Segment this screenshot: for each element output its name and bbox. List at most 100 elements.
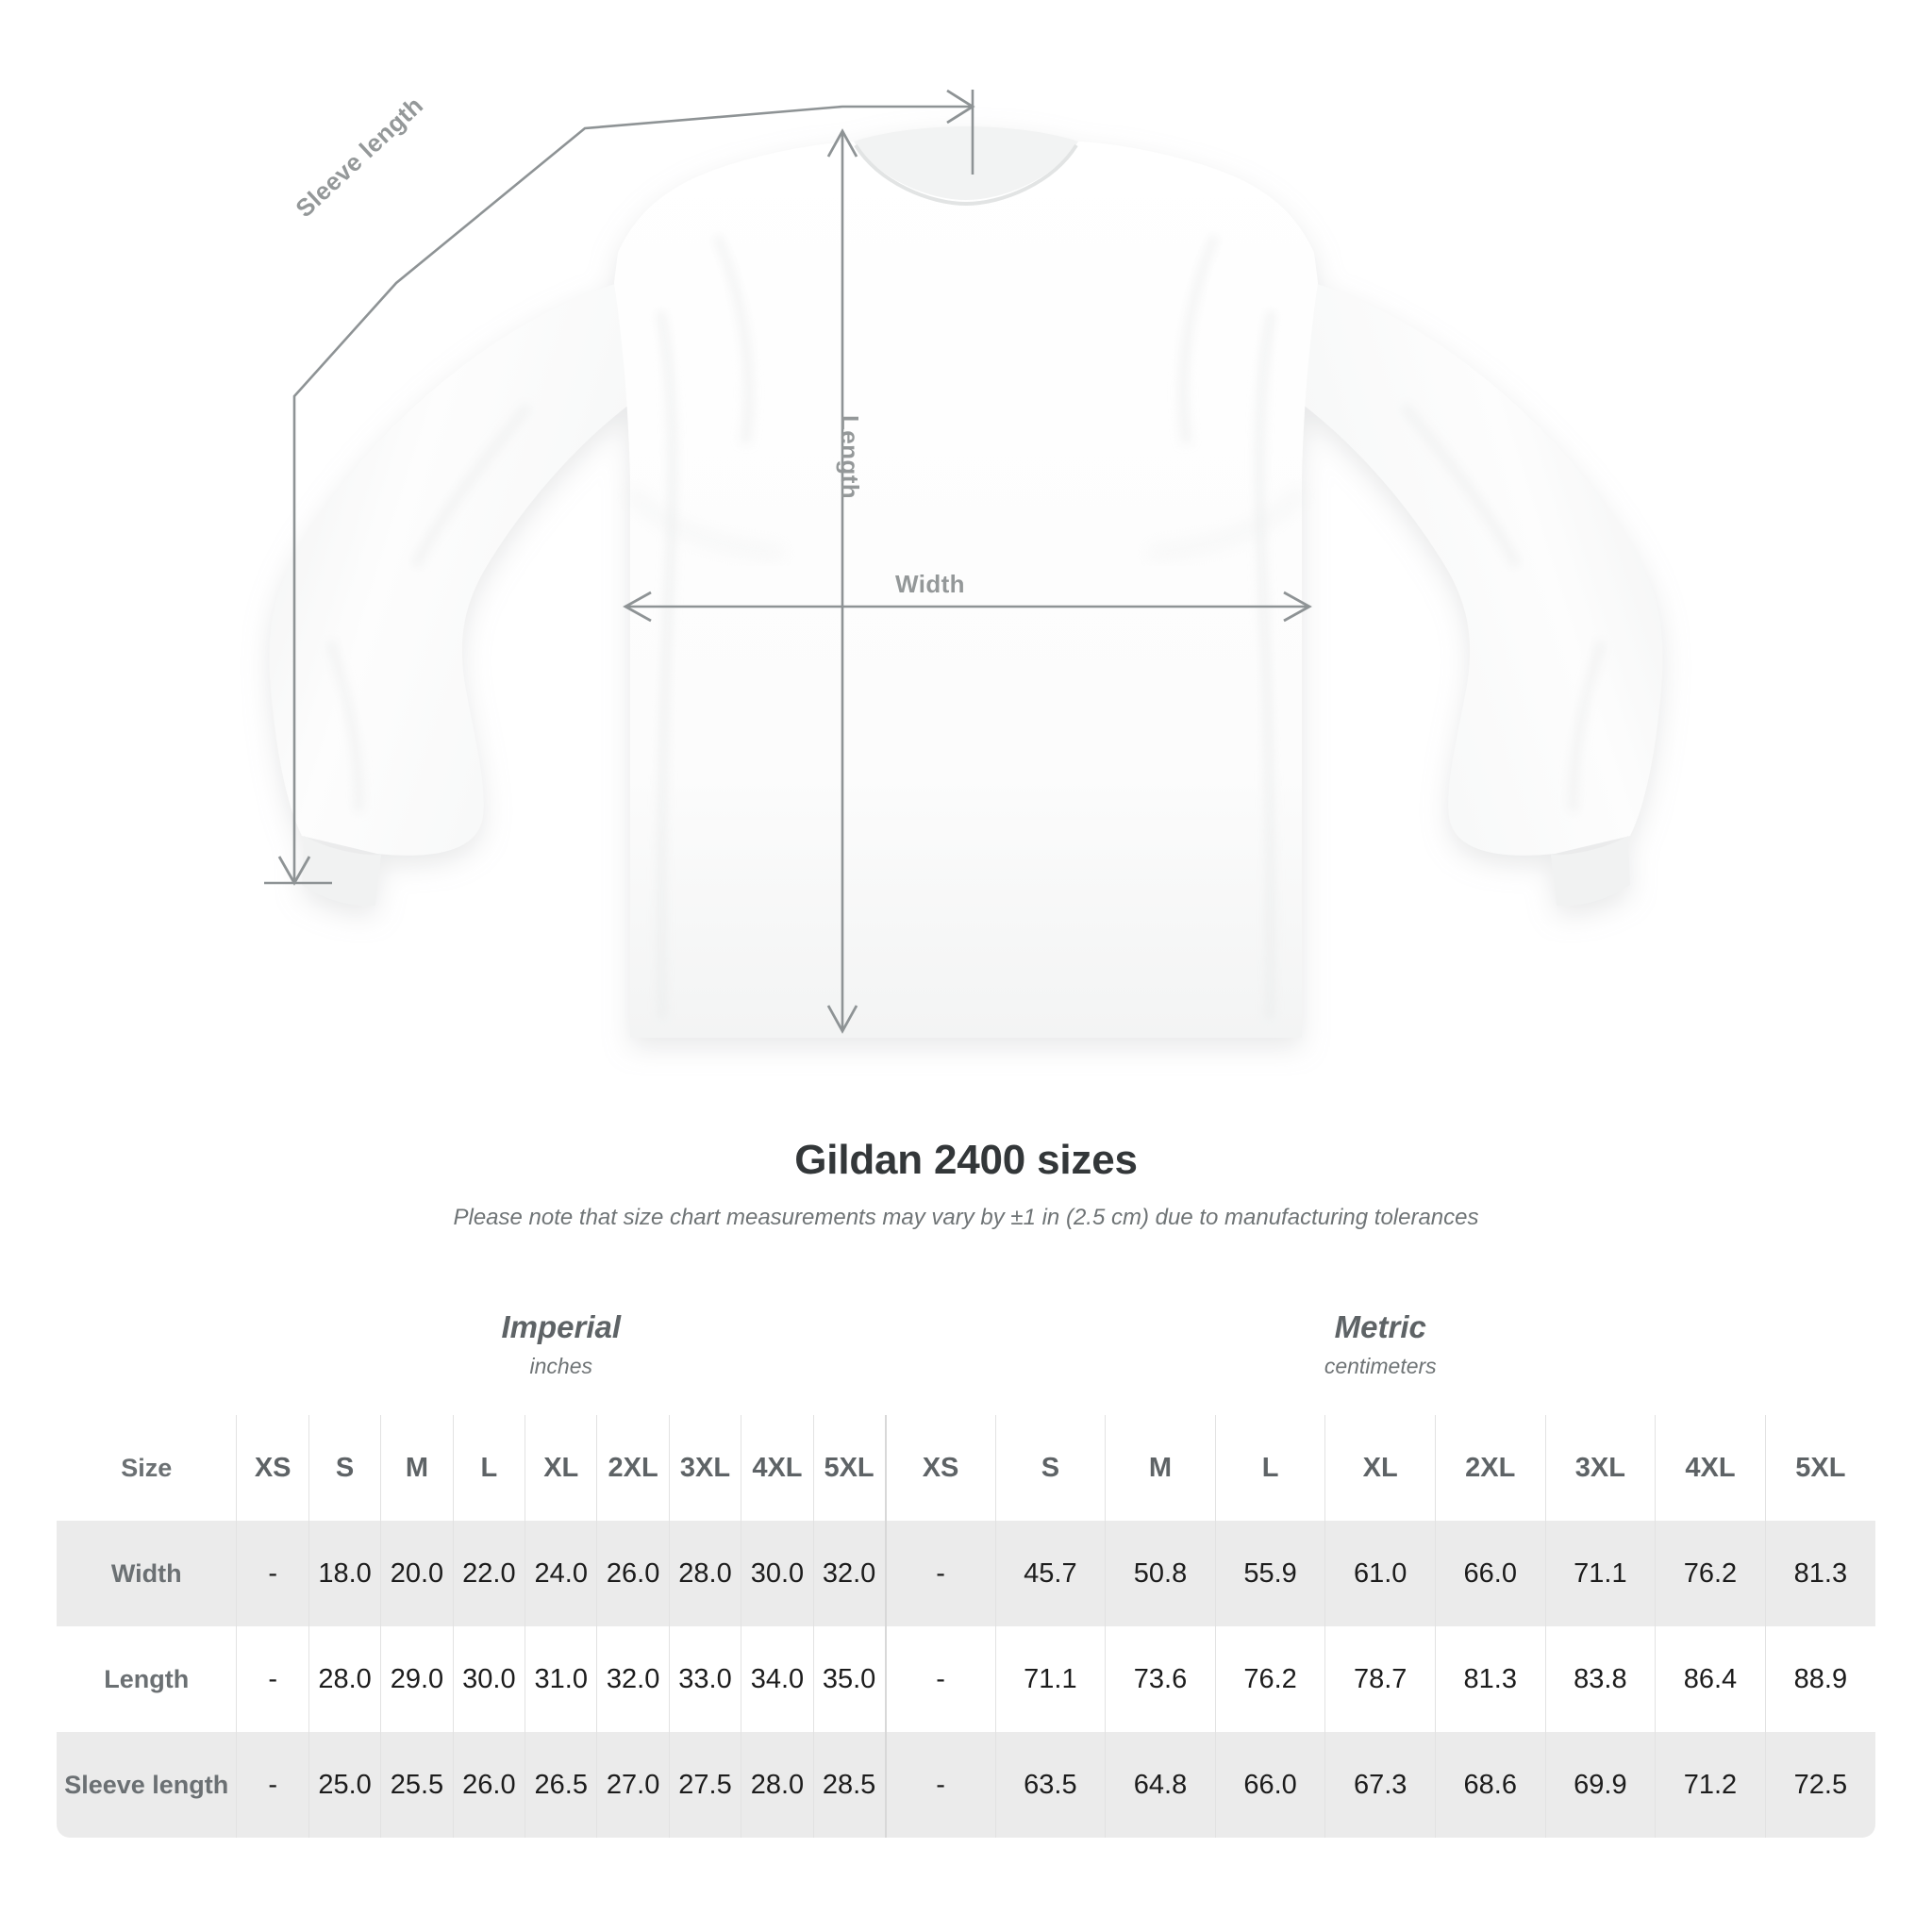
size-header-metric-S: S [994, 1415, 1106, 1521]
cell-imperial: 28.5 [812, 1732, 886, 1838]
size-header-imperial-3XL: 3XL [668, 1415, 741, 1521]
size-table: Imperial inches Metric centimeters Size XS S M L… [57, 1274, 1875, 1838]
size-header-metric-3XL: 3XL [1544, 1415, 1656, 1521]
length-label: Length [836, 415, 864, 500]
cell-metric: 71.2 [1655, 1732, 1766, 1838]
garment-drawing [264, 89, 1663, 1038]
size-header-row: Size XS S M L XL 2XL 3XL 4XL 5XL XS S M L XL 2XL 3XL 4XL 5… [57, 1415, 1875, 1521]
cell-imperial: 26.0 [596, 1521, 670, 1626]
shirt-shape [269, 126, 1663, 1038]
cell-imperial: 26.5 [525, 1732, 597, 1838]
size-header-metric-4XL: 4XL [1655, 1415, 1766, 1521]
cell-metric: 76.2 [1214, 1626, 1325, 1732]
cell-imperial: - [236, 1521, 309, 1626]
unit-header-imperial: Imperial inches [236, 1274, 886, 1415]
size-header-metric-M: M [1105, 1415, 1216, 1521]
cell-metric: 66.0 [1214, 1732, 1325, 1838]
table-row: Sleeve length -25.0 25.5 26.0 26.5 27.0 27.5 28… [57, 1732, 1875, 1838]
cell-metric: 88.9 [1764, 1626, 1875, 1732]
table-row: Length -28.0 29.0 30.0 31.0 32.0 33.0 34.0 35.0-… [57, 1626, 1875, 1732]
cell-imperial: 32.0 [812, 1521, 886, 1626]
size-header-imperial-2XL: 2XL [596, 1415, 670, 1521]
size-header-metric-XS: XS [884, 1415, 996, 1521]
cell-metric: 67.3 [1324, 1732, 1436, 1838]
cell-imperial: 33.0 [668, 1626, 741, 1732]
cell-metric: 71.1 [1544, 1521, 1656, 1626]
cell-metric: - [884, 1732, 996, 1838]
unit-sub-imperial: inches [529, 1354, 592, 1379]
garment-illustration: Sleeve length Length Width [264, 89, 1663, 1038]
table-row: Width -18.0 20.0 22.0 24.0 26.0 28.0 30.0 32.0-4… [57, 1521, 1875, 1626]
cell-metric: 69.9 [1544, 1732, 1656, 1838]
cell-imperial: 28.0 [308, 1626, 381, 1732]
size-table-container: Imperial inches Metric centimeters Size XS S M L… [57, 1274, 1875, 1838]
cell-metric: 66.0 [1434, 1521, 1546, 1626]
cell-metric: 45.7 [994, 1521, 1106, 1626]
cell-imperial: 27.5 [668, 1732, 741, 1838]
size-header-imperial-M: M [380, 1415, 454, 1521]
size-header-imperial-4XL: 4XL [741, 1415, 814, 1521]
cell-imperial: - [236, 1732, 309, 1838]
size-header-imperial-L: L [452, 1415, 525, 1521]
cell-metric: 72.5 [1764, 1732, 1875, 1838]
fabric-folds [325, 233, 1607, 1020]
cell-metric: - [884, 1626, 996, 1732]
cell-metric: - [884, 1521, 996, 1626]
cell-imperial: 34.0 [741, 1626, 814, 1732]
cell-imperial: 27.0 [596, 1732, 670, 1838]
unit-header-metric: Metric centimeters [885, 1274, 1875, 1415]
unit-header-spacer [57, 1274, 237, 1415]
cell-metric: 83.8 [1544, 1626, 1656, 1732]
cell-imperial: 20.0 [380, 1521, 454, 1626]
cell-metric: 64.8 [1105, 1732, 1216, 1838]
unit-name-metric: Metric [1334, 1308, 1426, 1344]
size-header-imperial-XL: XL [525, 1415, 597, 1521]
row-label-length: Length [57, 1626, 237, 1732]
width-label: Width [895, 570, 965, 598]
cell-imperial: 26.0 [452, 1732, 525, 1838]
cell-metric: 78.7 [1324, 1626, 1436, 1732]
cell-imperial: 25.5 [380, 1732, 454, 1838]
row-label-width: Width [57, 1521, 237, 1626]
cell-metric: 71.1 [994, 1626, 1106, 1732]
length-arrow-head-top [826, 128, 858, 158]
cell-imperial: 32.0 [596, 1626, 670, 1732]
cell-imperial: 29.0 [380, 1626, 454, 1732]
size-header-metric-2XL: 2XL [1434, 1415, 1546, 1521]
size-header-imperial-S: S [308, 1415, 381, 1521]
unit-name-imperial: Imperial [501, 1308, 622, 1344]
cell-metric: 55.9 [1214, 1521, 1325, 1626]
unit-sub-metric: centimeters [1324, 1354, 1437, 1379]
size-header-imperial-5XL: 5XL [812, 1415, 886, 1521]
cell-metric: 73.6 [1105, 1626, 1216, 1732]
cell-imperial: 31.0 [525, 1626, 597, 1732]
cell-metric: 81.3 [1434, 1626, 1546, 1732]
measurement-lines [264, 89, 1312, 1034]
cell-metric: 50.8 [1105, 1521, 1216, 1626]
width-arrow-head-left [623, 591, 652, 623]
cell-imperial: 30.0 [741, 1521, 814, 1626]
size-header-metric-L: L [1214, 1415, 1325, 1521]
cell-imperial: 28.0 [741, 1732, 814, 1838]
page-subtitle: Please note that size chart measurements… [453, 1205, 1479, 1230]
width-arrow-head-right [1283, 591, 1312, 623]
cell-metric: 68.6 [1434, 1732, 1546, 1838]
cell-imperial: - [236, 1626, 309, 1732]
cell-imperial: 28.0 [668, 1521, 741, 1626]
row-label-sleeve-length: Sleeve length [57, 1732, 237, 1838]
cell-imperial: 30.0 [452, 1626, 525, 1732]
title-block: Gildan 2400 sizes Please note that size … [0, 1137, 1932, 1231]
cell-metric: 86.4 [1655, 1626, 1766, 1732]
cell-metric: 61.0 [1324, 1521, 1436, 1626]
size-header-imperial-XS: XS [236, 1415, 309, 1521]
size-header-metric-XL: XL [1324, 1415, 1436, 1521]
unit-header-row: Imperial inches Metric centimeters [57, 1274, 1875, 1415]
page-title: Gildan 2400 sizes [794, 1137, 1138, 1183]
cell-metric: 76.2 [1655, 1521, 1766, 1626]
cell-imperial: 22.0 [452, 1521, 525, 1626]
sleeve-length-line [292, 105, 972, 882]
cell-imperial: 35.0 [812, 1626, 886, 1732]
cell-metric: 63.5 [994, 1732, 1106, 1838]
size-header-label: Size [57, 1415, 237, 1521]
